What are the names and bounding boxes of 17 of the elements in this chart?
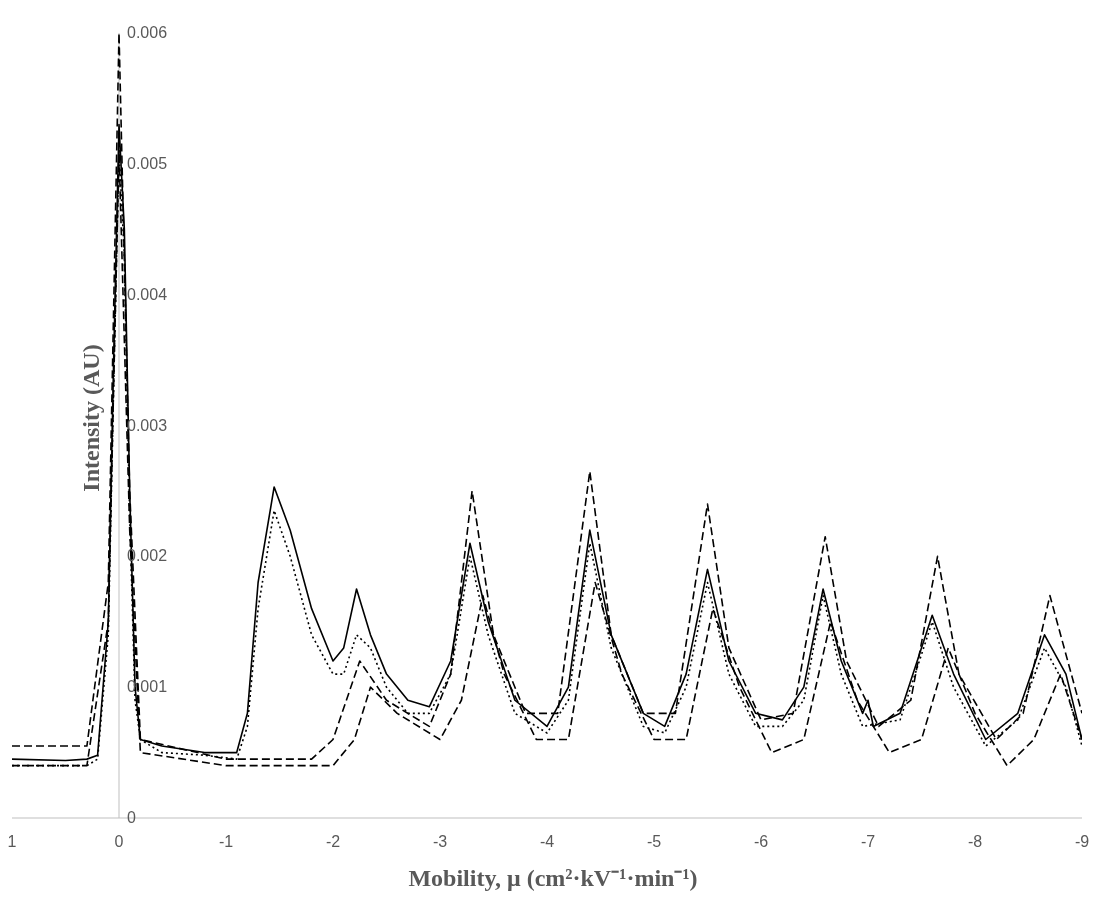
x-tick-label: -5 [646,833,662,851]
y-tick-label: 0.005 [127,154,168,172]
x-tick-label: -6 [753,833,769,851]
y-tick-label: 0 [127,809,136,826]
y-axis-title: Intensity (AU) [77,344,105,492]
x-tick-label: 1 [7,833,17,851]
x-tick-label: -4 [539,833,555,851]
x-tick-label: -7 [860,833,876,851]
x-tick-label: -1 [218,833,234,851]
x-tick-label: -3 [432,833,448,851]
x-tick-label: -8 [967,833,983,851]
x-tick-label: -2 [325,833,341,851]
y-tick-label: 0.006 [127,24,168,41]
x-tick-label: 0 [114,833,124,851]
x-tick-label: -9 [1074,833,1090,851]
x-axis-title: Mobility, μ (cm²·kV⁻¹·min⁻¹) [407,864,699,893]
y-tick-label: 0.004 [127,285,168,303]
